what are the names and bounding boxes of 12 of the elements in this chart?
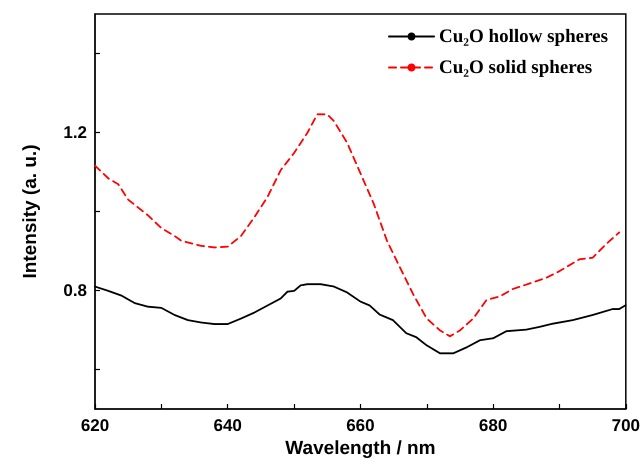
x-tick-label: 700 [612, 416, 640, 435]
line-series [94, 113, 620, 338]
x-tick-label: 660 [346, 416, 375, 435]
x-tick-label: 640 [214, 416, 242, 435]
x-tick-label: 680 [478, 416, 508, 435]
legend-label: Cu₂O solid spheres [439, 57, 592, 78]
y-tick-label: 1.2 [63, 123, 87, 142]
y-tick-label: 0.8 [63, 281, 87, 300]
y-axis-title: Intensity (a. u.) [20, 144, 41, 279]
legend-label: Cu₂O hollow spheres [439, 26, 608, 47]
x-axis-title: Wavelength / nm [285, 438, 436, 459]
x-tick-label: 620 [80, 416, 110, 435]
